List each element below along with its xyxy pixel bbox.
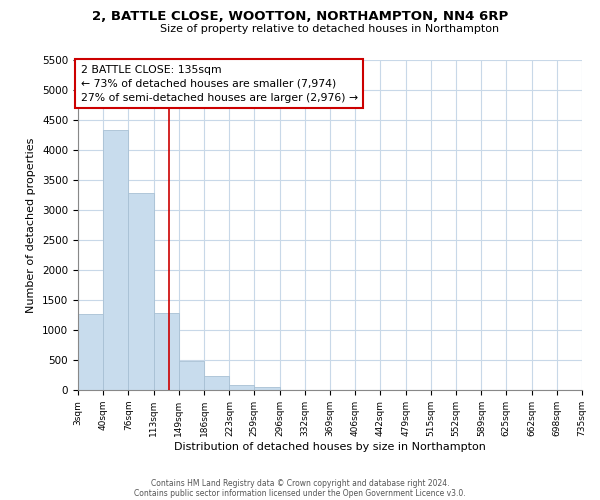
Bar — [229, 384, 254, 390]
Text: 2, BATTLE CLOSE, WOOTTON, NORTHAMPTON, NN4 6RP: 2, BATTLE CLOSE, WOOTTON, NORTHAMPTON, N… — [92, 10, 508, 23]
Bar — [254, 386, 280, 390]
Bar — [128, 192, 154, 390]
X-axis label: Distribution of detached houses by size in Northampton: Distribution of detached houses by size … — [174, 442, 486, 452]
Title: Size of property relative to detached houses in Northampton: Size of property relative to detached ho… — [160, 24, 500, 34]
Text: 2 BATTLE CLOSE: 135sqm
← 73% of detached houses are smaller (7,974)
27% of semi-: 2 BATTLE CLOSE: 135sqm ← 73% of detached… — [81, 65, 358, 103]
Text: Contains HM Land Registry data © Crown copyright and database right 2024.: Contains HM Land Registry data © Crown c… — [151, 478, 449, 488]
Bar — [78, 314, 103, 390]
Text: Contains public sector information licensed under the Open Government Licence v3: Contains public sector information licen… — [134, 488, 466, 498]
Bar — [179, 361, 204, 390]
Bar — [154, 313, 179, 390]
Bar — [204, 376, 229, 390]
Bar — [103, 130, 128, 390]
Y-axis label: Number of detached properties: Number of detached properties — [26, 138, 37, 312]
